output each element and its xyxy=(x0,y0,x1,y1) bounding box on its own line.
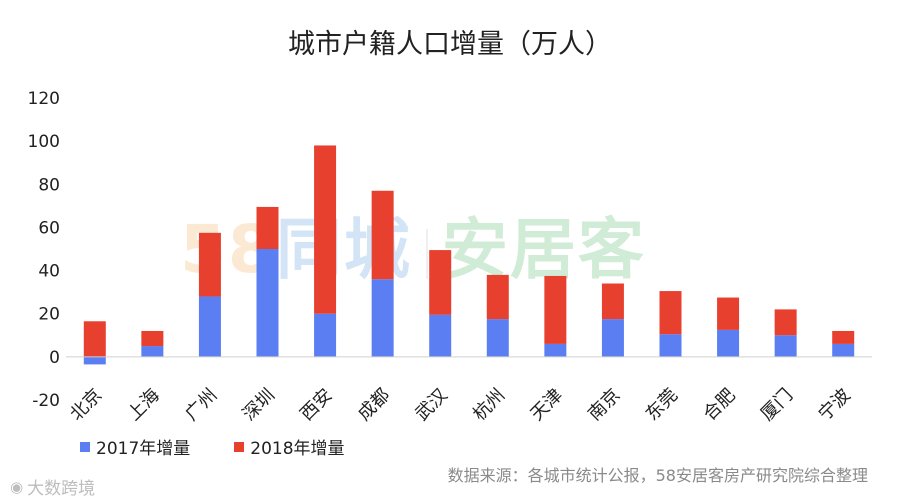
bar-2017 xyxy=(141,346,164,357)
x-tick-label: 上海 xyxy=(124,385,164,425)
x-tick-label: 杭州 xyxy=(469,385,509,425)
bar-2018 xyxy=(141,330,164,347)
bar-2018 xyxy=(198,232,221,297)
bar-2017 xyxy=(774,335,797,357)
bar-2018 xyxy=(314,145,337,314)
legend-label-2018: 2018年增量 xyxy=(250,439,345,459)
x-tick-label: 广州 xyxy=(181,385,221,425)
bar-2018 xyxy=(601,283,624,320)
y-tick-label: 120 xyxy=(28,89,60,109)
corner-logo: ◉ 大数跨境 xyxy=(10,474,96,500)
bar-2017 xyxy=(198,296,221,357)
x-tick-label: 武汉 xyxy=(411,385,451,425)
bar-2018 xyxy=(832,330,855,344)
bar-2018 xyxy=(486,274,509,320)
y-tick-label: 80 xyxy=(38,175,60,195)
x-tick-label: 厦门 xyxy=(757,385,797,425)
bar-2017 xyxy=(544,343,567,357)
bar-2017 xyxy=(314,313,337,357)
bar-2018 xyxy=(717,297,740,330)
bar-2017 xyxy=(832,343,855,357)
legend-label-2017: 2017年增量 xyxy=(96,439,191,459)
chart-legend: 2017年增量 2018年增量 xyxy=(80,434,345,459)
x-tick-label: 东莞 xyxy=(642,385,682,425)
x-tick-label: 成都 xyxy=(354,385,394,425)
bar-2018 xyxy=(256,206,279,249)
weibo-icon: ◉ xyxy=(10,477,24,496)
bar-2017 xyxy=(429,314,452,357)
bar-2018 xyxy=(544,275,567,344)
corner-logo-text: 大数跨境 xyxy=(27,479,96,499)
y-tick-label: 100 xyxy=(28,132,60,152)
y-tick-label: 0 xyxy=(49,348,60,368)
bar-2018 xyxy=(429,250,452,315)
bar-2017 xyxy=(717,329,740,357)
x-tick-label: 宁波 xyxy=(814,385,854,425)
bar-2017 xyxy=(256,249,279,357)
x-tick-label: 天津 xyxy=(527,385,567,425)
bar-2017 xyxy=(371,279,394,357)
bar-2017 xyxy=(486,319,509,357)
legend-swatch-2018 xyxy=(234,441,245,452)
y-tick-label: 60 xyxy=(38,218,60,238)
y-tick-label: 40 xyxy=(38,262,60,282)
bar-2018 xyxy=(83,321,106,357)
bar-2018 xyxy=(371,190,394,280)
legend-item-2017: 2017年增量 xyxy=(80,434,190,459)
x-tick-label: 南京 xyxy=(584,385,624,425)
x-tick-label: 合肥 xyxy=(699,385,739,425)
x-tick-label: 深圳 xyxy=(239,385,279,425)
bar-2017 xyxy=(601,319,624,357)
chart-title: 城市户籍人口增量（万人） xyxy=(288,29,612,60)
legend-swatch-2017 xyxy=(80,441,90,452)
legend-item-2018: 2018年增量 xyxy=(234,434,345,459)
y-tick-label: -20 xyxy=(32,391,60,411)
x-tick-label: 北京 xyxy=(66,385,106,425)
x-tick-label: 西安 xyxy=(296,385,336,425)
bar-2017 xyxy=(659,334,682,357)
source-note: 数据来源：各城市统计公报，58安居客房产研究院综合整理 xyxy=(447,466,868,485)
bar-2018 xyxy=(659,291,682,335)
bar-2017 xyxy=(83,356,106,365)
bar-2018 xyxy=(774,309,797,336)
y-tick-label: 20 xyxy=(38,305,60,325)
